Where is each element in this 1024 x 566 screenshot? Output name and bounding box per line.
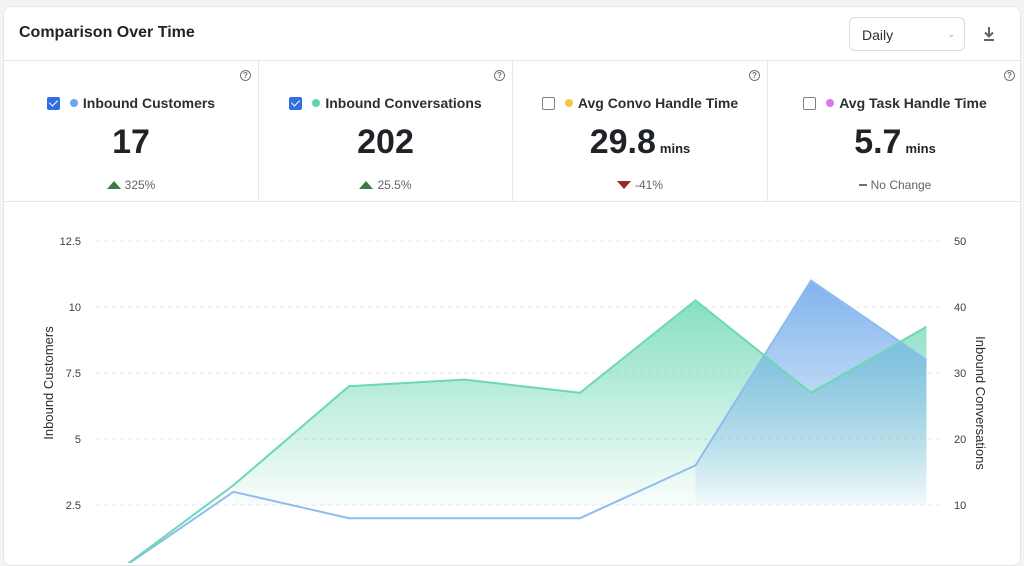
kpi-value-number: 5.7 <box>854 123 902 161</box>
chevron-down-icon: ⌄ <box>947 29 955 39</box>
right-tick-label: 40 <box>954 302 966 314</box>
right-tick-label: 30 <box>954 368 966 380</box>
kpi-inbound-customers: ? Inbound Customers 17 325% <box>4 61 259 202</box>
help-icon[interactable]: ? <box>240 70 251 81</box>
series-color-dot <box>564 99 573 107</box>
left-tick-label: 7.5 <box>66 368 81 380</box>
kpi-change: -41% <box>513 178 767 192</box>
kpi-row: ? Inbound Customers 17 325% ? Inbound Co… <box>4 61 1020 202</box>
comparison-over-time-card: Comparison Over Time Daily ⌄ ? Inbound C… <box>3 6 1021 566</box>
kpi-change-text: -41% <box>634 178 663 192</box>
kpi-label: Avg Task Handle Time <box>839 95 987 111</box>
comparison-chart: 12.5 10 7.5 5 2.5 50 40 30 20 10 Inbound Customer… <box>41 236 988 563</box>
kpi-unit: mins <box>659 141 691 156</box>
left-tick-label: 12.5 <box>60 236 81 248</box>
kpi-avg-convo-handle-time: ? Avg Convo Handle Time 29.8 mins -41% <box>513 61 768 202</box>
kpi-value-number: 29.8 <box>589 123 656 161</box>
kpi-value: 202 <box>259 123 512 162</box>
kpi-inbound-conversations: ? Inbound Conversations 202 25.5% <box>259 61 513 202</box>
kpi-label: Inbound Conversations <box>325 95 482 111</box>
series-line <box>127 299 927 563</box>
series-color-dot <box>69 99 78 107</box>
kpi-change-text: 25.5% <box>377 178 412 192</box>
kpi-change: 25.5% <box>259 178 512 192</box>
series-color-dot <box>826 99 835 107</box>
kpi-value: 29.8 mins <box>513 123 767 162</box>
help-icon[interactable]: ? <box>494 70 505 81</box>
kpi-header: Avg Convo Handle Time <box>513 95 767 111</box>
trend-down-icon <box>616 181 631 189</box>
granularity-select[interactable]: Daily ⌄ <box>849 17 965 51</box>
kpi-label: Avg Convo Handle Time <box>577 95 739 111</box>
card-title: Comparison Over Time <box>19 24 195 41</box>
right-tick-label: 10 <box>954 500 966 512</box>
kpi-unit: mins <box>905 141 936 156</box>
avg-task-handle-time-checkbox[interactable] <box>803 97 817 110</box>
kpi-header: Avg Task Handle Time <box>768 95 1020 111</box>
granularity-select-value: Daily <box>862 27 894 43</box>
download-button[interactable] <box>976 21 1002 47</box>
help-icon[interactable]: ? <box>749 70 760 81</box>
kpi-change: No Change <box>768 178 1020 192</box>
kpi-avg-task-handle-time: ? Avg Task Handle Time 5.7 mins No Change <box>768 61 1020 202</box>
right-tick-label: 20 <box>954 434 966 446</box>
inbound-customers-checkbox[interactable] <box>46 97 60 110</box>
avg-convo-handle-time-checkbox[interactable] <box>541 97 555 110</box>
line-layer <box>127 279 928 563</box>
right-tick-label: 50 <box>954 236 966 248</box>
kpi-change-text: No Change <box>870 178 932 192</box>
card-header: Comparison Over Time Daily ⌄ <box>4 7 1020 61</box>
left-tick-label: 5 <box>75 434 81 446</box>
trend-up-icon <box>359 181 374 189</box>
left-tick-label: 2.5 <box>66 500 81 512</box>
download-icon <box>984 27 994 41</box>
kpi-label: Inbound Customers <box>82 95 216 111</box>
no-change-icon <box>858 184 867 186</box>
inbound-conversations-checkbox[interactable] <box>289 97 303 110</box>
tick-layer: 12.5 10 7.5 5 2.5 50 40 30 20 10 <box>60 236 967 512</box>
kpi-value-number: 202 <box>357 123 414 161</box>
left-tick-label: 10 <box>69 302 81 314</box>
kpi-value: 5.7 mins <box>768 123 1020 162</box>
kpi-value: 17 <box>4 123 258 162</box>
kpi-change: 325% <box>4 178 258 192</box>
kpi-header: Inbound Customers <box>4 95 258 111</box>
left-axis-title: Inbound Customers <box>41 326 56 440</box>
series-color-dot <box>312 99 321 107</box>
trend-up-icon <box>106 181 121 189</box>
kpi-change-text: 325% <box>124 178 156 192</box>
kpi-value-number: 17 <box>112 123 150 161</box>
series-line <box>127 279 928 563</box>
right-axis-title: Inbound Conversations <box>973 336 988 470</box>
kpi-header: Inbound Conversations <box>259 95 512 111</box>
help-icon[interactable]: ? <box>1004 70 1015 81</box>
